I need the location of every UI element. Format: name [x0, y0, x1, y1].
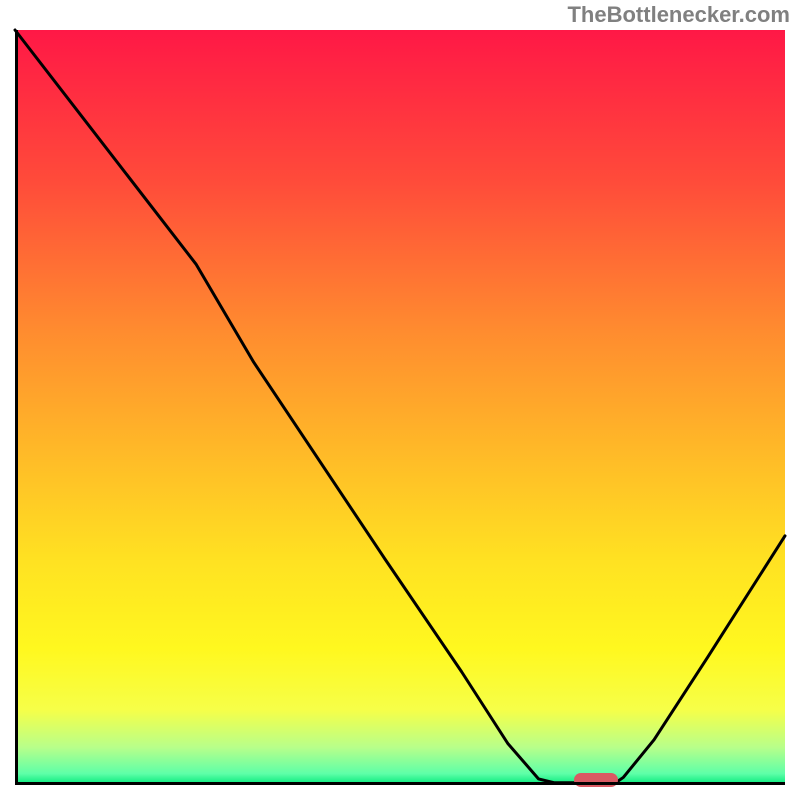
x-axis — [15, 782, 785, 785]
y-axis — [15, 30, 18, 785]
curve-path — [15, 30, 785, 783]
optimal-marker — [574, 773, 618, 787]
chart-container: TheBottlenecker.com — [0, 0, 800, 800]
curve-svg — [15, 30, 785, 785]
watermark-text: TheBottlenecker.com — [567, 2, 790, 28]
plot-area — [15, 30, 785, 785]
